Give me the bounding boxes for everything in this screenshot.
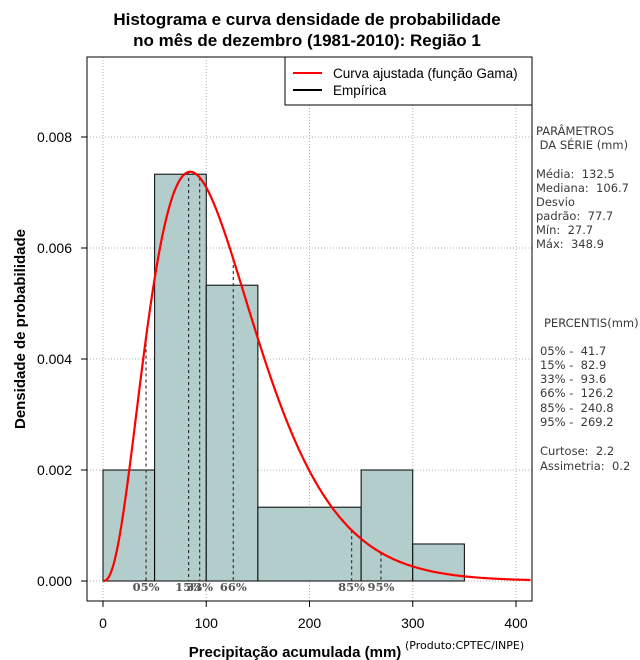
product-credit: (Produto:CPTEC/INPE) <box>405 639 525 652</box>
x-tick-label: 100 <box>195 615 219 631</box>
stat-p15: 15% - 82.9 <box>540 358 607 372</box>
x-tick-label: 400 <box>504 615 528 631</box>
percentile-labels: 05% 15%33% 66% 85% 95% <box>133 580 395 594</box>
percentile-lines <box>145 171 382 581</box>
histogram-bar <box>205 284 259 582</box>
percentis-header: PERCENTIS(mm) <box>544 316 639 330</box>
percentile-label: 33% <box>186 580 213 594</box>
legend-box <box>284 56 533 106</box>
histogram-bar <box>257 506 362 582</box>
x-axis-label: Precipitação acumulada (mm) <box>189 644 402 660</box>
histogram-bar <box>102 469 156 582</box>
legend-label: Curva ajustada (função Gama) <box>333 66 518 81</box>
y-tick-label: 0.008 <box>37 129 72 145</box>
stat-min: Mín: 27.7 <box>536 223 594 237</box>
x-axis: 0 100 200 300 400 <box>99 601 528 631</box>
y-tick-label: 0.000 <box>37 573 72 589</box>
stat-desvio-value: padrão: 77.7 <box>536 209 614 223</box>
x-tick-label: 300 <box>401 615 425 631</box>
x-tick-label: 200 <box>298 615 322 631</box>
y-tick-label: 0.006 <box>37 240 72 256</box>
percentile-label: 15% <box>175 580 202 594</box>
stat-max: Máx: 348.9 <box>536 237 604 251</box>
x-tick-label: 0 <box>99 615 107 631</box>
stat-assimetria: Assimetria: 0.2 <box>540 459 631 473</box>
stat-p05: 05% - 41.7 <box>540 344 607 358</box>
y-axis-label: Densidade de probabilidade <box>12 229 29 429</box>
stat-media: Média: 132.5 <box>536 167 615 181</box>
stat-p95: 95% - 269.2 <box>540 415 614 429</box>
params-header-1: PARÂMETROS <box>536 124 615 138</box>
stat-p66: 66% - 126.2 <box>540 386 614 400</box>
percentile-label: 95% <box>367 580 394 594</box>
percentile-label: 05% <box>133 580 160 594</box>
percentile-label: 85% <box>338 580 365 594</box>
stat-desvio-label: Desvio <box>536 195 575 209</box>
gamma-curve <box>102 170 531 583</box>
params-header-2: DA SÉRIE (mm) <box>536 138 629 152</box>
legend-label: Empírica <box>333 83 387 98</box>
histogram-bars <box>102 173 465 582</box>
stat-p33: 33% - 93.6 <box>540 372 607 386</box>
y-axis: 0.000 0.002 0.004 0.006 0.008 <box>37 129 87 589</box>
histogram-bar <box>154 173 207 582</box>
y-tick-label: 0.004 <box>37 351 72 367</box>
y-tick-label: 0.002 <box>37 462 72 478</box>
legend: Curva ajustada (função Gama) Empírica <box>284 56 533 106</box>
stat-p85: 85% - 240.8 <box>540 401 614 415</box>
percentile-label: 66% <box>220 580 247 594</box>
chart-title-line1: Histograma e curva densidade de probabil… <box>113 10 501 29</box>
chart-title-line2: no mês de dezembro (1981-2010): Região 1 <box>133 31 481 50</box>
stat-curtose: Curtose: 2.2 <box>540 444 615 458</box>
stat-mediana: Mediana: 106.7 <box>536 181 629 195</box>
